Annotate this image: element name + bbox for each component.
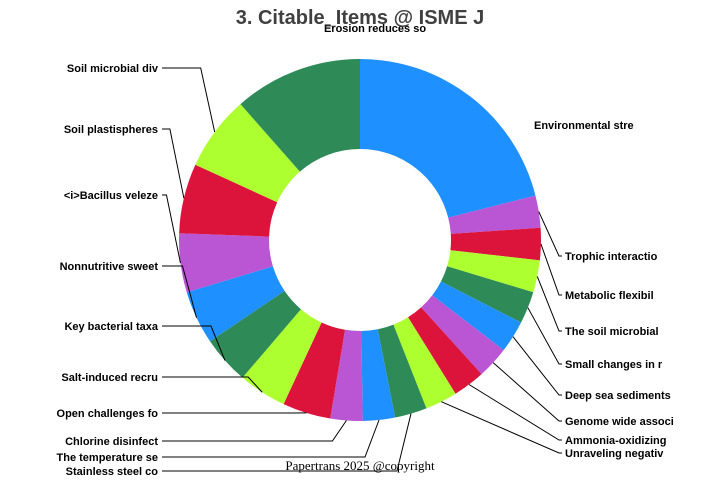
pie-slice — [186, 266, 285, 342]
leader-line — [540, 243, 562, 296]
leader-line — [162, 194, 181, 264]
leader-line — [512, 336, 562, 396]
pie-slice — [377, 324, 427, 418]
pie-slice — [393, 317, 456, 409]
leader-line — [468, 384, 562, 441]
pie-slice — [179, 164, 278, 237]
slice-label: Soil microbial div — [67, 63, 159, 75]
leader-line — [527, 307, 562, 365]
slice-label: Salt-induced recru — [61, 372, 158, 384]
pie-slice — [421, 295, 504, 375]
pie-slice — [450, 227, 541, 261]
leader-line — [492, 362, 562, 422]
leader-line — [162, 67, 216, 133]
pie-slice — [179, 233, 273, 293]
slice-label: The temperature se — [57, 452, 158, 464]
leader-line — [162, 128, 185, 199]
pie-slice — [330, 329, 363, 421]
slice-label: Chlorine disinfect — [65, 436, 158, 448]
slice-label: Stainless steel co — [66, 466, 159, 478]
leader-line-group — [162, 67, 562, 472]
leader-line — [162, 419, 380, 458]
slice-label: Small changes in r — [565, 359, 663, 371]
pie-slice — [283, 322, 346, 419]
leader-line — [162, 325, 226, 361]
slice-label: The soil microbial — [565, 326, 659, 338]
slice-label: <i>Bacillus veleze — [64, 190, 158, 202]
slice-label-group: Environmental stre Trophic interactio Meta… — [57, 23, 674, 478]
slice-label: Unraveling negativ — [565, 448, 664, 460]
slice-label: Environmental stre — [534, 120, 634, 132]
pie-slice — [209, 290, 301, 378]
slice-group — [179, 58, 541, 421]
slice-label: Open challenges fo — [57, 408, 159, 420]
pie-slice — [360, 59, 536, 218]
slice-label: Trophic interactio — [565, 251, 658, 263]
pie-slice — [195, 104, 300, 203]
slice-label: Key bacterial taxa — [64, 321, 158, 333]
slice-label: Soil plastispheres — [64, 124, 158, 136]
chart-title: 3. Citable_Items @ ISME J — [236, 7, 484, 29]
slice-label: Genome wide associ — [565, 416, 674, 428]
pie-slice — [408, 307, 482, 394]
leader-line — [538, 211, 562, 257]
slice-label: Erosion reduces so — [324, 23, 426, 35]
pie-slice — [242, 309, 322, 405]
pie-slice — [240, 58, 360, 172]
slice-label: Ammonia-oxidizing — [565, 435, 666, 447]
pie-slice — [448, 195, 541, 234]
slice-label: Metabolic flexibil — [565, 290, 654, 302]
pie-slice — [440, 266, 534, 323]
pie-slice — [447, 250, 540, 293]
leader-line — [441, 401, 562, 454]
leader-line — [162, 376, 263, 393]
pie-slice — [432, 281, 522, 351]
leader-line — [162, 265, 197, 318]
leader-line — [536, 276, 562, 332]
copyright-footer: Papertrans 2025 @copyright — [285, 458, 435, 473]
slice-label: Deep sea sediments — [565, 390, 671, 402]
pie-slice — [361, 329, 396, 421]
slice-label: Nonnutritive sweet — [60, 261, 159, 273]
leader-line — [162, 420, 347, 442]
leader-line — [162, 413, 412, 472]
